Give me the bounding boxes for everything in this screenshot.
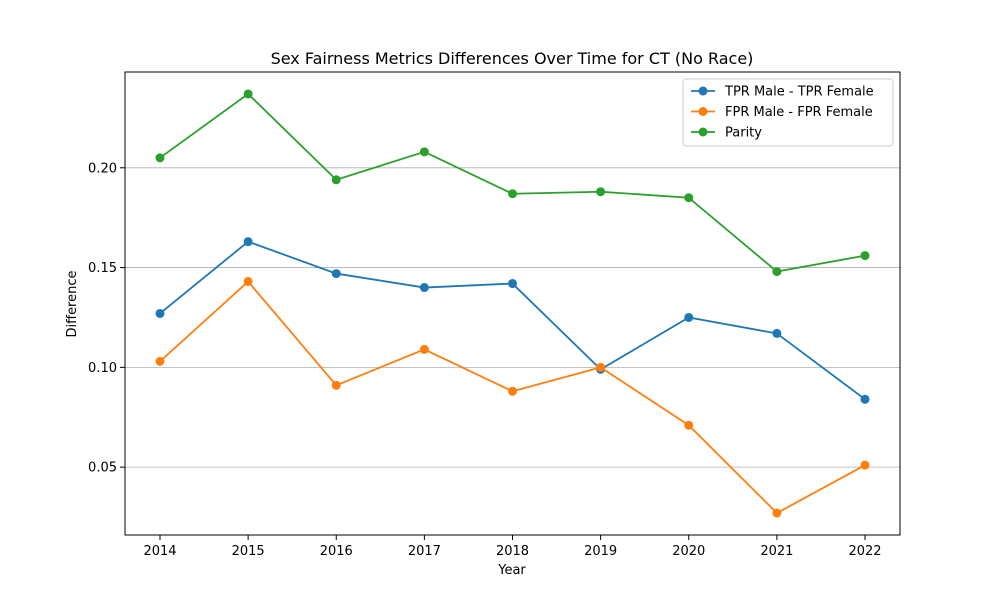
data-point <box>243 89 253 99</box>
data-point <box>508 189 517 199</box>
data-point <box>243 277 253 287</box>
data-point <box>419 283 429 293</box>
series-layer <box>155 89 870 518</box>
data-point <box>331 269 341 279</box>
series-2 <box>155 277 870 518</box>
data-point <box>243 237 253 247</box>
data-point <box>772 508 782 518</box>
x-axis: 2014 2015 2016 2017 2018 2019 2020 2021 2022 <box>143 535 882 559</box>
data-point <box>772 328 782 338</box>
x-axis-label: Year <box>497 563 526 578</box>
y-tick-label: 0.10 <box>88 361 117 376</box>
data-point <box>419 147 429 157</box>
data-point <box>331 380 341 390</box>
x-tick-label: 2015 <box>232 544 265 559</box>
legend-marker <box>698 127 708 137</box>
x-tick-label: 2016 <box>320 544 353 559</box>
data-point <box>684 312 694 322</box>
legend-label: FPR Male - FPR Female <box>725 105 873 120</box>
y-axis: 0.05 0.10 0.15 0.20 <box>88 161 125 476</box>
data-point <box>155 153 165 163</box>
chart-title: Sex Fairness Metrics Differences Over Ti… <box>271 49 754 68</box>
y-tick-label: 0.05 <box>88 461 117 476</box>
data-point <box>155 308 165 318</box>
data-point <box>772 267 782 277</box>
data-point <box>508 386 517 396</box>
legend-marker <box>698 86 708 96</box>
series-line <box>159 280 866 515</box>
legend-label: Parity <box>725 126 762 141</box>
y-tick-label: 0.20 <box>88 161 117 176</box>
series-1 <box>155 237 870 404</box>
y-axis-label: Difference <box>65 270 80 337</box>
x-tick-label: 2019 <box>584 544 617 559</box>
x-tick-label: 2014 <box>143 544 176 559</box>
gridlines <box>125 167 900 468</box>
legend-item: Parity <box>691 126 762 141</box>
data-point <box>596 187 606 197</box>
x-tick-label: 2021 <box>760 544 793 559</box>
legend-item: FPR Male - FPR Female <box>691 105 873 120</box>
data-point <box>860 251 870 261</box>
x-tick-label: 2020 <box>672 544 705 559</box>
x-tick-label: 2017 <box>408 544 441 559</box>
series-3 <box>155 89 870 277</box>
x-tick-label: 2022 <box>848 544 881 559</box>
data-point <box>155 356 165 366</box>
legend-label: TPR Male - TPR Female <box>724 85 874 100</box>
x-tick-label: 2018 <box>496 544 529 559</box>
legend-item: TPR Male - TPR Female <box>691 85 874 100</box>
data-point <box>419 344 429 354</box>
legend: TPR Male - TPR Female FPR Male - FPR Fema… <box>682 78 894 147</box>
data-point <box>684 193 694 203</box>
data-point <box>331 175 341 185</box>
data-point <box>860 394 870 404</box>
legend-marker <box>698 107 708 116</box>
y-tick-label: 0.15 <box>88 261 117 276</box>
series-line <box>159 240 866 401</box>
legend-box <box>682 78 894 147</box>
data-point <box>596 362 606 372</box>
data-point <box>860 460 870 470</box>
data-point <box>508 279 517 289</box>
data-point <box>684 420 694 430</box>
